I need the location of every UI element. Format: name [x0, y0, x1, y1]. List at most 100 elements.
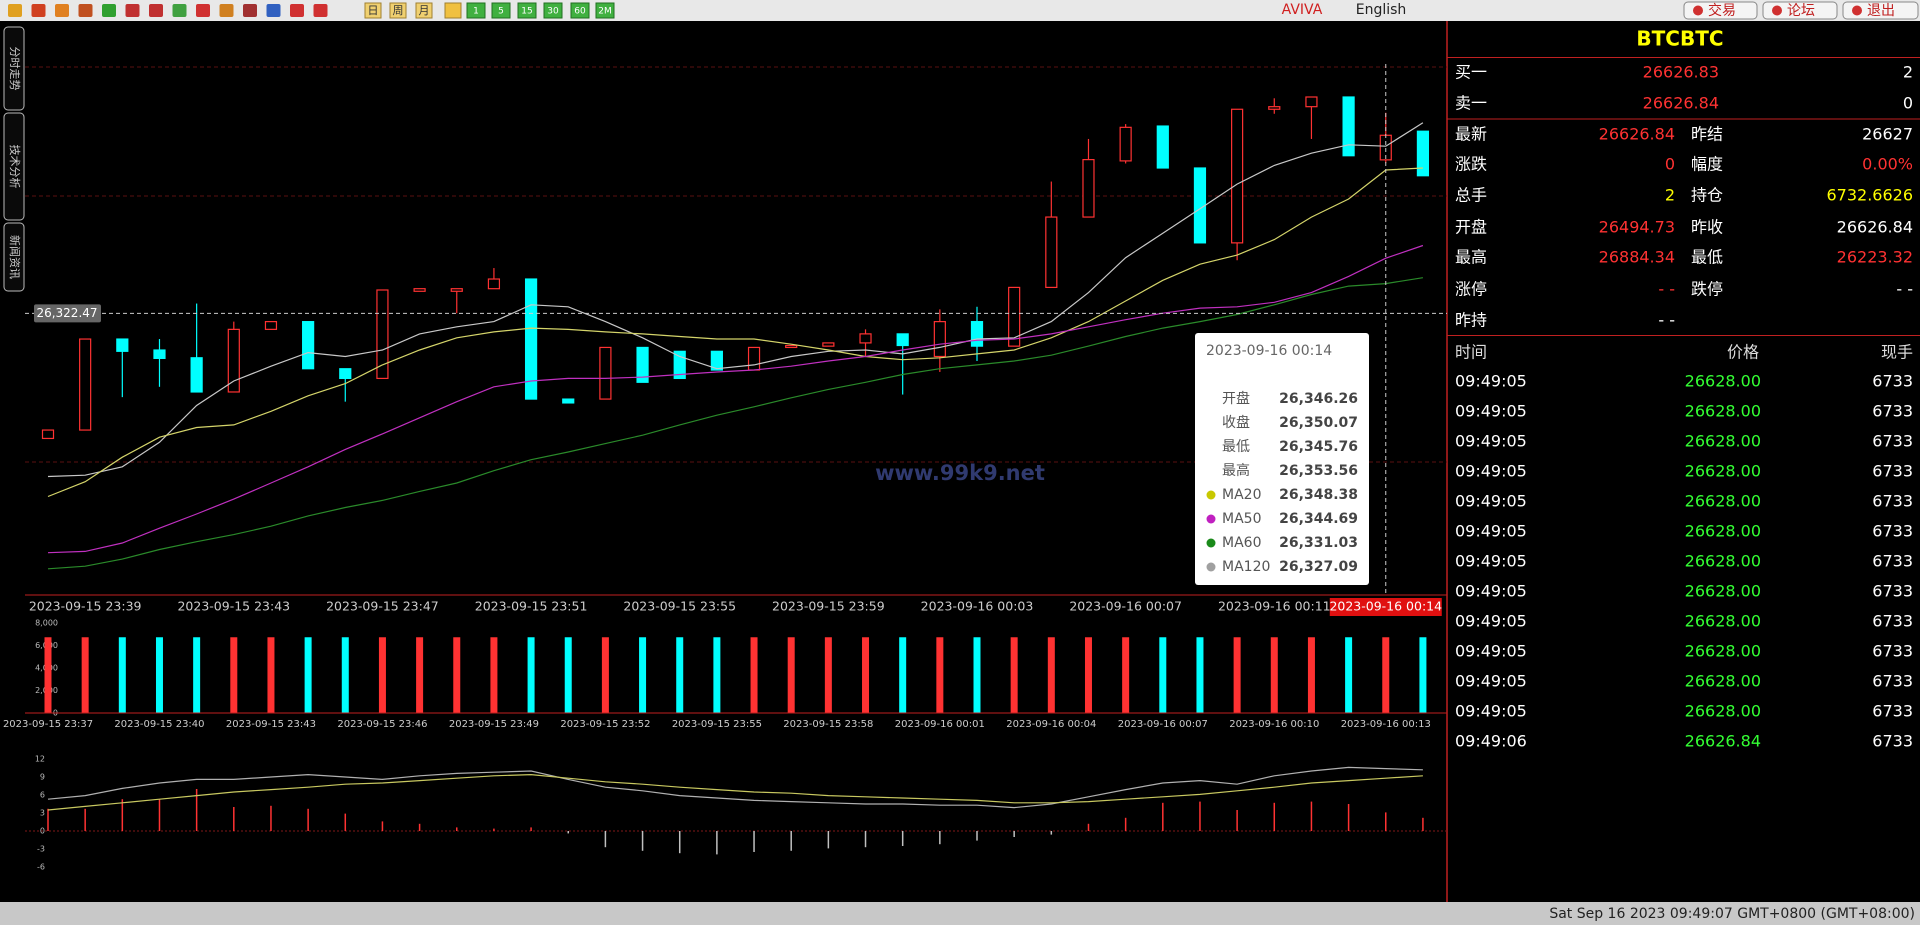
candle-body: [896, 333, 909, 347]
button-label: 退出: [1867, 3, 1895, 19]
period-button[interactable]: [543, 2, 563, 19]
candle-body: [933, 321, 946, 358]
toolbar-icon[interactable]: [149, 4, 163, 17]
trade-cell: 6733: [1872, 432, 1913, 451]
volume-bar: [1196, 637, 1204, 713]
period-button[interactable]: [364, 2, 382, 19]
toolbar-icon[interactable]: [219, 4, 234, 17]
candle-body: [636, 346, 649, 383]
volume-bar: [862, 637, 870, 713]
y-tick-label: 8,000: [35, 619, 58, 628]
tooltip-label: MA20: [1222, 487, 1261, 503]
crosshair-price-box: [34, 304, 101, 323]
sidebar-tab[interactable]: [3, 112, 25, 221]
toolbar-button[interactable]: [1683, 1, 1758, 20]
toolbar-icon[interactable]: [266, 4, 281, 17]
toolbar-icon[interactable]: [196, 4, 210, 17]
volume-bar: [155, 637, 163, 713]
period-button[interactable]: [570, 2, 590, 19]
period-label: 月: [419, 4, 430, 17]
toolbar-button[interactable]: [1842, 1, 1919, 20]
y-tick-label: 6: [40, 791, 45, 800]
candle-body: [1119, 126, 1132, 162]
quote-cell: 买一: [1455, 63, 1487, 82]
period-button[interactable]: [595, 2, 615, 19]
candle-body: [41, 429, 55, 440]
sidebar-tab[interactable]: [3, 26, 25, 111]
period-label: 周: [393, 4, 404, 17]
quote-cell: 0.00%: [1862, 155, 1913, 174]
tooltip-dot: [1206, 514, 1216, 524]
trade-cell: 6733: [1872, 702, 1913, 721]
volume-bar: [564, 637, 572, 713]
candle-body: [599, 346, 612, 400]
tooltip-value: 26,346.26: [1279, 391, 1358, 407]
toolbar-icon[interactable]: [102, 4, 116, 17]
toolbar-icon[interactable]: [55, 4, 69, 17]
trade-cell: 6733: [1872, 612, 1913, 631]
volume-bar: [1010, 637, 1018, 713]
quote-cell: 26223.32: [1837, 248, 1913, 267]
quote-cell: 6732.6626: [1826, 186, 1913, 205]
candle-body: [339, 368, 352, 380]
brand[interactable]: AVIVA: [1282, 2, 1323, 18]
trade-cell: 09:49:05: [1455, 462, 1527, 481]
quote-cell: 最高: [1455, 248, 1487, 267]
candle-body: [1268, 106, 1281, 110]
tooltip-label: MA60: [1222, 535, 1261, 551]
volume-bar: [787, 637, 795, 713]
toolbar-icon[interactable]: [290, 4, 304, 17]
trade-cell: 26628.00: [1685, 402, 1761, 421]
sidebar-tab[interactable]: [3, 222, 25, 292]
period-button[interactable]: [415, 2, 433, 19]
trade-cell: 6733: [1872, 732, 1913, 751]
x-tick-label: 2023-09-15 23:43: [226, 719, 316, 730]
volume-bar: [1047, 637, 1055, 713]
candle-body: [785, 344, 798, 349]
trade-cell: 09:49:05: [1455, 432, 1527, 451]
toolbar-icon[interactable]: [31, 4, 46, 17]
button-label: 论坛: [1787, 3, 1815, 19]
watermark: www.99k9.net: [875, 461, 1045, 485]
volume-bar: [899, 637, 907, 713]
toolbar-icon[interactable]: [78, 4, 93, 17]
trade-cell: 09:49:05: [1455, 702, 1527, 721]
toolbar-icon[interactable]: [243, 4, 257, 17]
x-tick-label: 2023-09-15 23:55: [672, 719, 762, 730]
candle-body: [747, 346, 761, 371]
x-tick-label: 2023-09-15 23:46: [337, 719, 427, 730]
toolbar-icon[interactable]: [444, 2, 462, 19]
period-button[interactable]: [466, 2, 486, 19]
candle-body: [710, 350, 723, 371]
volume-bar: [1084, 637, 1092, 713]
trade-cell: 6733: [1872, 492, 1913, 511]
period-label: 15: [521, 7, 532, 17]
toolbar-icon[interactable]: [172, 4, 187, 17]
candle-body: [562, 398, 575, 404]
tooltip-label: 开盘: [1222, 390, 1250, 407]
toolbar-button[interactable]: [1762, 1, 1838, 20]
trade-cell: 6733: [1872, 372, 1913, 391]
toolbar-icon[interactable]: [125, 4, 140, 17]
period-button[interactable]: [517, 2, 537, 19]
ma-line: [47, 277, 1423, 570]
quote-cell: 26626.84: [1837, 218, 1913, 237]
language[interactable]: English: [1356, 2, 1407, 18]
quote-cell: 昨收: [1691, 218, 1723, 237]
volume-bar: [416, 637, 424, 713]
toolbar-icon[interactable]: [313, 4, 328, 17]
period-button[interactable]: [389, 2, 407, 19]
x-tick-label: 2023-09-15 23:55: [623, 599, 736, 614]
toolbar-icon[interactable]: [8, 4, 22, 17]
volume-bar: [1345, 637, 1353, 713]
crosshair-time-box: [1329, 598, 1442, 616]
button-label: 交易: [1708, 2, 1736, 19]
x-tick-label: 2023-09-16 00:14: [1329, 599, 1442, 614]
tooltip: [1195, 333, 1369, 585]
quote-cell: 26494.73: [1599, 218, 1675, 237]
period-button[interactable]: [491, 2, 511, 19]
y-tick-label: -3: [37, 845, 45, 854]
x-tick-label: 2023-09-16 00:11: [1218, 599, 1331, 614]
volume-bar: [267, 637, 275, 713]
